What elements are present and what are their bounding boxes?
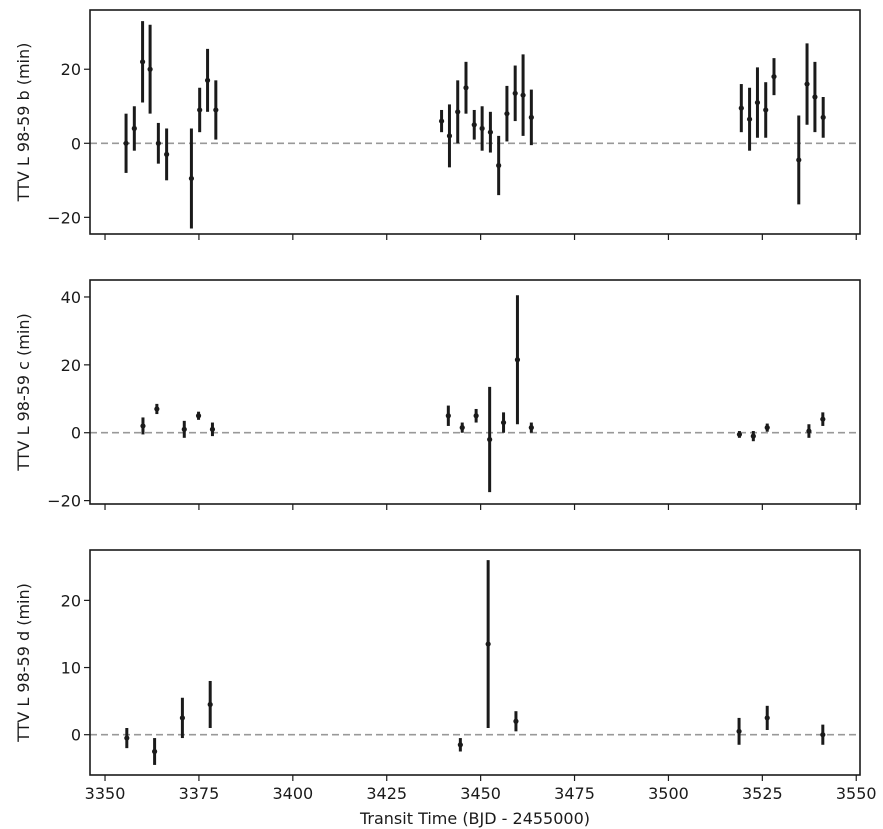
data-point [204,77,211,83]
data-point [124,735,130,741]
x-tick-label: 3550 [836,784,877,803]
x-axis-label: Transit Time (BJD - 2455000) [359,809,590,828]
y-tick-label: −20 [47,208,81,227]
data-point [764,715,770,721]
y-tick-label: 20 [61,60,81,79]
data-point [197,107,203,113]
data-point [123,140,129,146]
x-tick-label: 3400 [272,784,313,803]
data-point [763,107,769,113]
data-point [209,426,216,432]
data-point [147,66,153,72]
data-point [528,425,534,431]
y-axis-label: TTV L 98-59 c (min) [14,313,33,471]
data-point [155,140,161,146]
axes-frame [89,279,861,505]
data-point [504,111,510,117]
data-point [820,732,826,738]
x-tick-label: 3525 [742,784,783,803]
data-point [154,406,160,412]
data-point [820,416,826,422]
y-tick-label: 0 [71,726,81,745]
data-point [736,431,743,438]
data-point [463,85,469,91]
data-point [736,728,742,734]
data-point [195,413,202,419]
data-point [804,81,810,87]
data-point [746,116,753,122]
data-point [473,413,479,419]
data-point [806,428,812,434]
data-point [764,425,770,431]
y-tick-label: 0 [71,424,81,443]
data-point [479,125,485,132]
data-point [471,122,477,128]
data-point [500,419,507,426]
y-tick-label: 10 [61,659,81,678]
data-point [750,433,756,439]
data-point [754,99,761,106]
x-tick-label: 3475 [554,784,595,803]
data-point [457,742,463,748]
data-point [455,109,461,115]
y-axis-label: TTV L 98-59 b (min) [14,43,33,203]
data-point [207,701,213,708]
data-point [487,436,493,443]
data-point [188,175,195,182]
data-point [520,92,526,98]
data-point [738,105,744,111]
x-tick-label: 3350 [85,784,126,803]
data-point [446,133,453,139]
data-point [513,718,519,724]
data-point [131,125,137,132]
data-point [812,94,818,100]
y-axis-label: TTV L 98-59 d (min) [14,583,33,743]
data-point [487,129,493,135]
data-point [820,114,826,120]
data-point [496,162,502,169]
data-point [164,151,170,157]
panel-2: −20 0 20 40 TTV L 98-59 c (min) [14,279,861,511]
y-tick-label: 40 [61,288,81,307]
y-tick-label: 20 [61,356,81,375]
data-point [140,423,146,429]
data-point [512,90,518,96]
data-point [459,425,465,431]
x-tick-label: 3375 [179,784,220,803]
data-point [152,748,158,755]
data-point [438,118,445,124]
axes-frame [89,549,861,776]
y-tick-label: 0 [71,134,81,153]
y-tick-label: −20 [47,492,81,511]
data-point [213,107,219,113]
panels-layer: −20 0 20 TTV L 98-59 b (min) −20 0 20 40 TTV L 9… [14,9,877,803]
x-tick-label: 3450 [460,784,501,803]
data-point [771,74,777,80]
axes-frame [89,9,861,235]
data-point [445,413,451,419]
data-point [139,59,146,65]
data-point [528,114,534,120]
panel-1: −20 0 20 TTV L 98-59 b (min) [14,9,861,240]
x-tick-label: 3500 [648,784,689,803]
data-point [179,715,185,721]
data-point [485,641,491,647]
data-point [181,426,187,432]
x-tick-label: 3425 [366,784,407,803]
panel-3: 0 10 20 3350 3375 3400 3425 3450 3475 3500 3525 355… [14,549,877,803]
data-point [796,157,802,163]
y-tick-label: 20 [61,591,81,610]
data-point [514,357,521,363]
